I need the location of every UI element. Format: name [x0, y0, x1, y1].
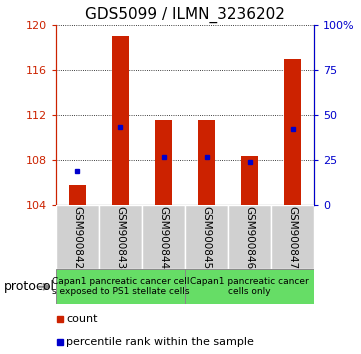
Text: GSM900846: GSM900846 [244, 206, 255, 269]
Text: GSM900842: GSM900842 [73, 206, 82, 269]
Bar [56, 269, 185, 304]
Bar [69, 185, 86, 205]
Bar [99, 205, 142, 269]
Text: percentile rank within the sample: percentile rank within the sample [66, 337, 254, 347]
Bar [228, 205, 271, 269]
Text: Capan1 pancreatic cancer cell
s exposed to PS1 stellate cells: Capan1 pancreatic cancer cell s exposed … [52, 277, 189, 296]
Bar [185, 205, 228, 269]
Bar [284, 59, 301, 205]
Text: GSM900844: GSM900844 [158, 206, 169, 269]
Bar [241, 156, 258, 205]
Title: GDS5099 / ILMN_3236202: GDS5099 / ILMN_3236202 [85, 7, 285, 23]
Bar [198, 120, 215, 205]
Text: GSM900843: GSM900843 [116, 206, 126, 269]
Text: GSM900847: GSM900847 [288, 206, 297, 269]
Text: count: count [66, 314, 98, 324]
Text: GSM900845: GSM900845 [201, 206, 212, 269]
Text: protocol: protocol [4, 280, 55, 293]
Bar [142, 205, 185, 269]
Bar [155, 120, 172, 205]
Bar [112, 36, 129, 205]
Bar [56, 205, 99, 269]
Bar [185, 269, 314, 304]
Text: Capan1 pancreatic cancer
cells only: Capan1 pancreatic cancer cells only [190, 277, 309, 296]
Bar [271, 205, 314, 269]
